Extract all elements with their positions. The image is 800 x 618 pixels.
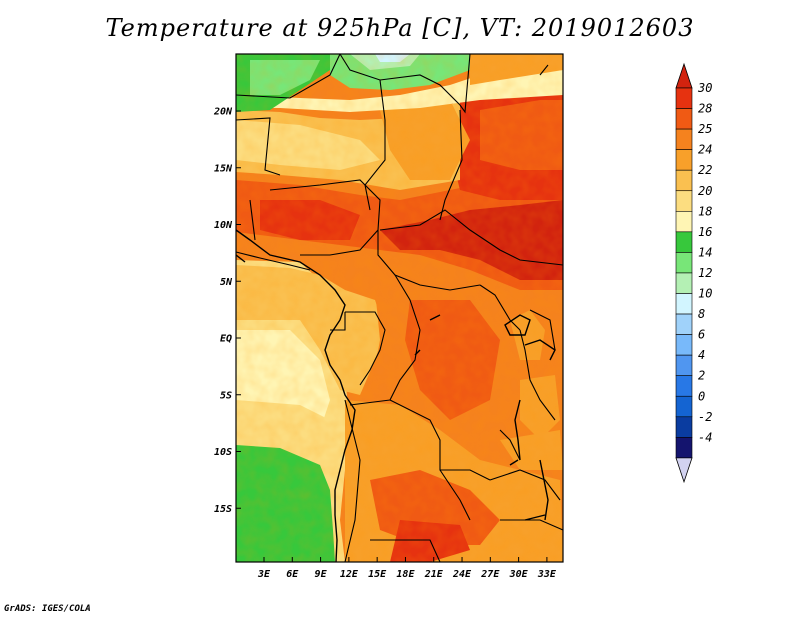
colorbar-label: 25 <box>698 122 712 136</box>
lon-tick-label: 21E <box>424 569 444 580</box>
lon-tick-label: 24E <box>452 569 472 580</box>
colorbar-label: 30 <box>697 81 712 95</box>
longitude-axis: 3E 6E 9E 12E 15E 18E 21E 24E 27E 30E 33E <box>257 557 557 580</box>
lat-tick-label: 15N <box>214 163 233 174</box>
colorbar-label: 20 <box>698 184 712 198</box>
colorbar-label: 24 <box>698 143 712 157</box>
colorbar-swatch <box>675 87 693 109</box>
colorbar-label: 8 <box>698 307 705 321</box>
country-boundaries <box>235 53 564 563</box>
colorbar-swatch <box>675 416 693 438</box>
colorbar-label: -2 <box>698 410 712 424</box>
lon-tick-label: 33E <box>537 569 557 580</box>
colorbar-label: 18 <box>698 204 712 218</box>
colorbar-label: -4 <box>698 430 712 444</box>
colorbar-bottom-arrow <box>675 457 693 484</box>
colorbar-label: 22 <box>698 163 712 177</box>
colorbar-swatch <box>675 128 693 150</box>
colorbar-swatch <box>675 272 693 294</box>
temperature-field <box>236 54 563 562</box>
colorbar-swatch <box>675 190 693 212</box>
lakes <box>414 314 556 521</box>
coastline <box>235 229 356 563</box>
lon-tick-label: 6E <box>286 569 299 580</box>
colorbar-label: 28 <box>698 102 712 116</box>
colorbar-swatch <box>675 334 693 356</box>
lon-tick-label: 15E <box>368 569 387 580</box>
colorbar-swatch <box>675 375 693 397</box>
colorbar-top-arrow <box>675 62 693 89</box>
colorbar-label: 0 <box>698 389 705 403</box>
lat-tick-label: 5N <box>220 277 233 288</box>
chart-title: Temperature at 925hPa [C], VT: 201901260… <box>105 14 695 42</box>
colorbar-label: 12 <box>698 266 712 280</box>
colorbar-swatch <box>675 252 693 274</box>
colorbar-label: 16 <box>698 225 712 239</box>
colorbar-swatch <box>675 354 693 376</box>
colorbar-label: 6 <box>698 328 705 342</box>
colorbar-swatch <box>675 149 693 171</box>
colorbar-label: 2 <box>698 369 705 383</box>
lon-tick-label: 3E <box>257 569 271 580</box>
grads-credit: GrADS: IGES/COLA <box>4 604 91 614</box>
lon-tick-label: 30E <box>509 569 529 580</box>
colorbar-swatch <box>675 211 693 233</box>
lat-tick-label: 10S <box>214 447 232 458</box>
latitude-axis: 20N 15N 10N 5N EQ 5S 10S 15S <box>213 107 241 515</box>
lon-tick-label: 12E <box>340 569 359 580</box>
lat-tick-label: EQ <box>220 334 232 345</box>
lon-tick-label: 18E <box>396 569 415 580</box>
colorbar-swatch <box>675 108 693 130</box>
lat-tick-label: 15S <box>214 504 232 515</box>
colorbar-swatch <box>675 395 693 418</box>
colorbar-swatch <box>675 231 693 253</box>
colorbar-label: 4 <box>698 348 705 362</box>
lat-tick-label: 20N <box>213 107 233 118</box>
map-frame <box>235 53 564 563</box>
colorbar-swatch <box>675 293 693 315</box>
lon-tick-label: 27E <box>480 569 500 580</box>
lat-tick-label: 10N <box>214 220 233 231</box>
lat-tick-label: 5S <box>220 390 232 401</box>
colorbar-label: 14 <box>698 245 712 259</box>
colorbar-swatch <box>675 169 693 192</box>
colorbar-label: 10 <box>698 287 712 301</box>
colorbar-swatch <box>675 437 693 459</box>
colorbar-swatch <box>675 313 693 335</box>
lon-tick-label: 9E <box>315 569 328 580</box>
